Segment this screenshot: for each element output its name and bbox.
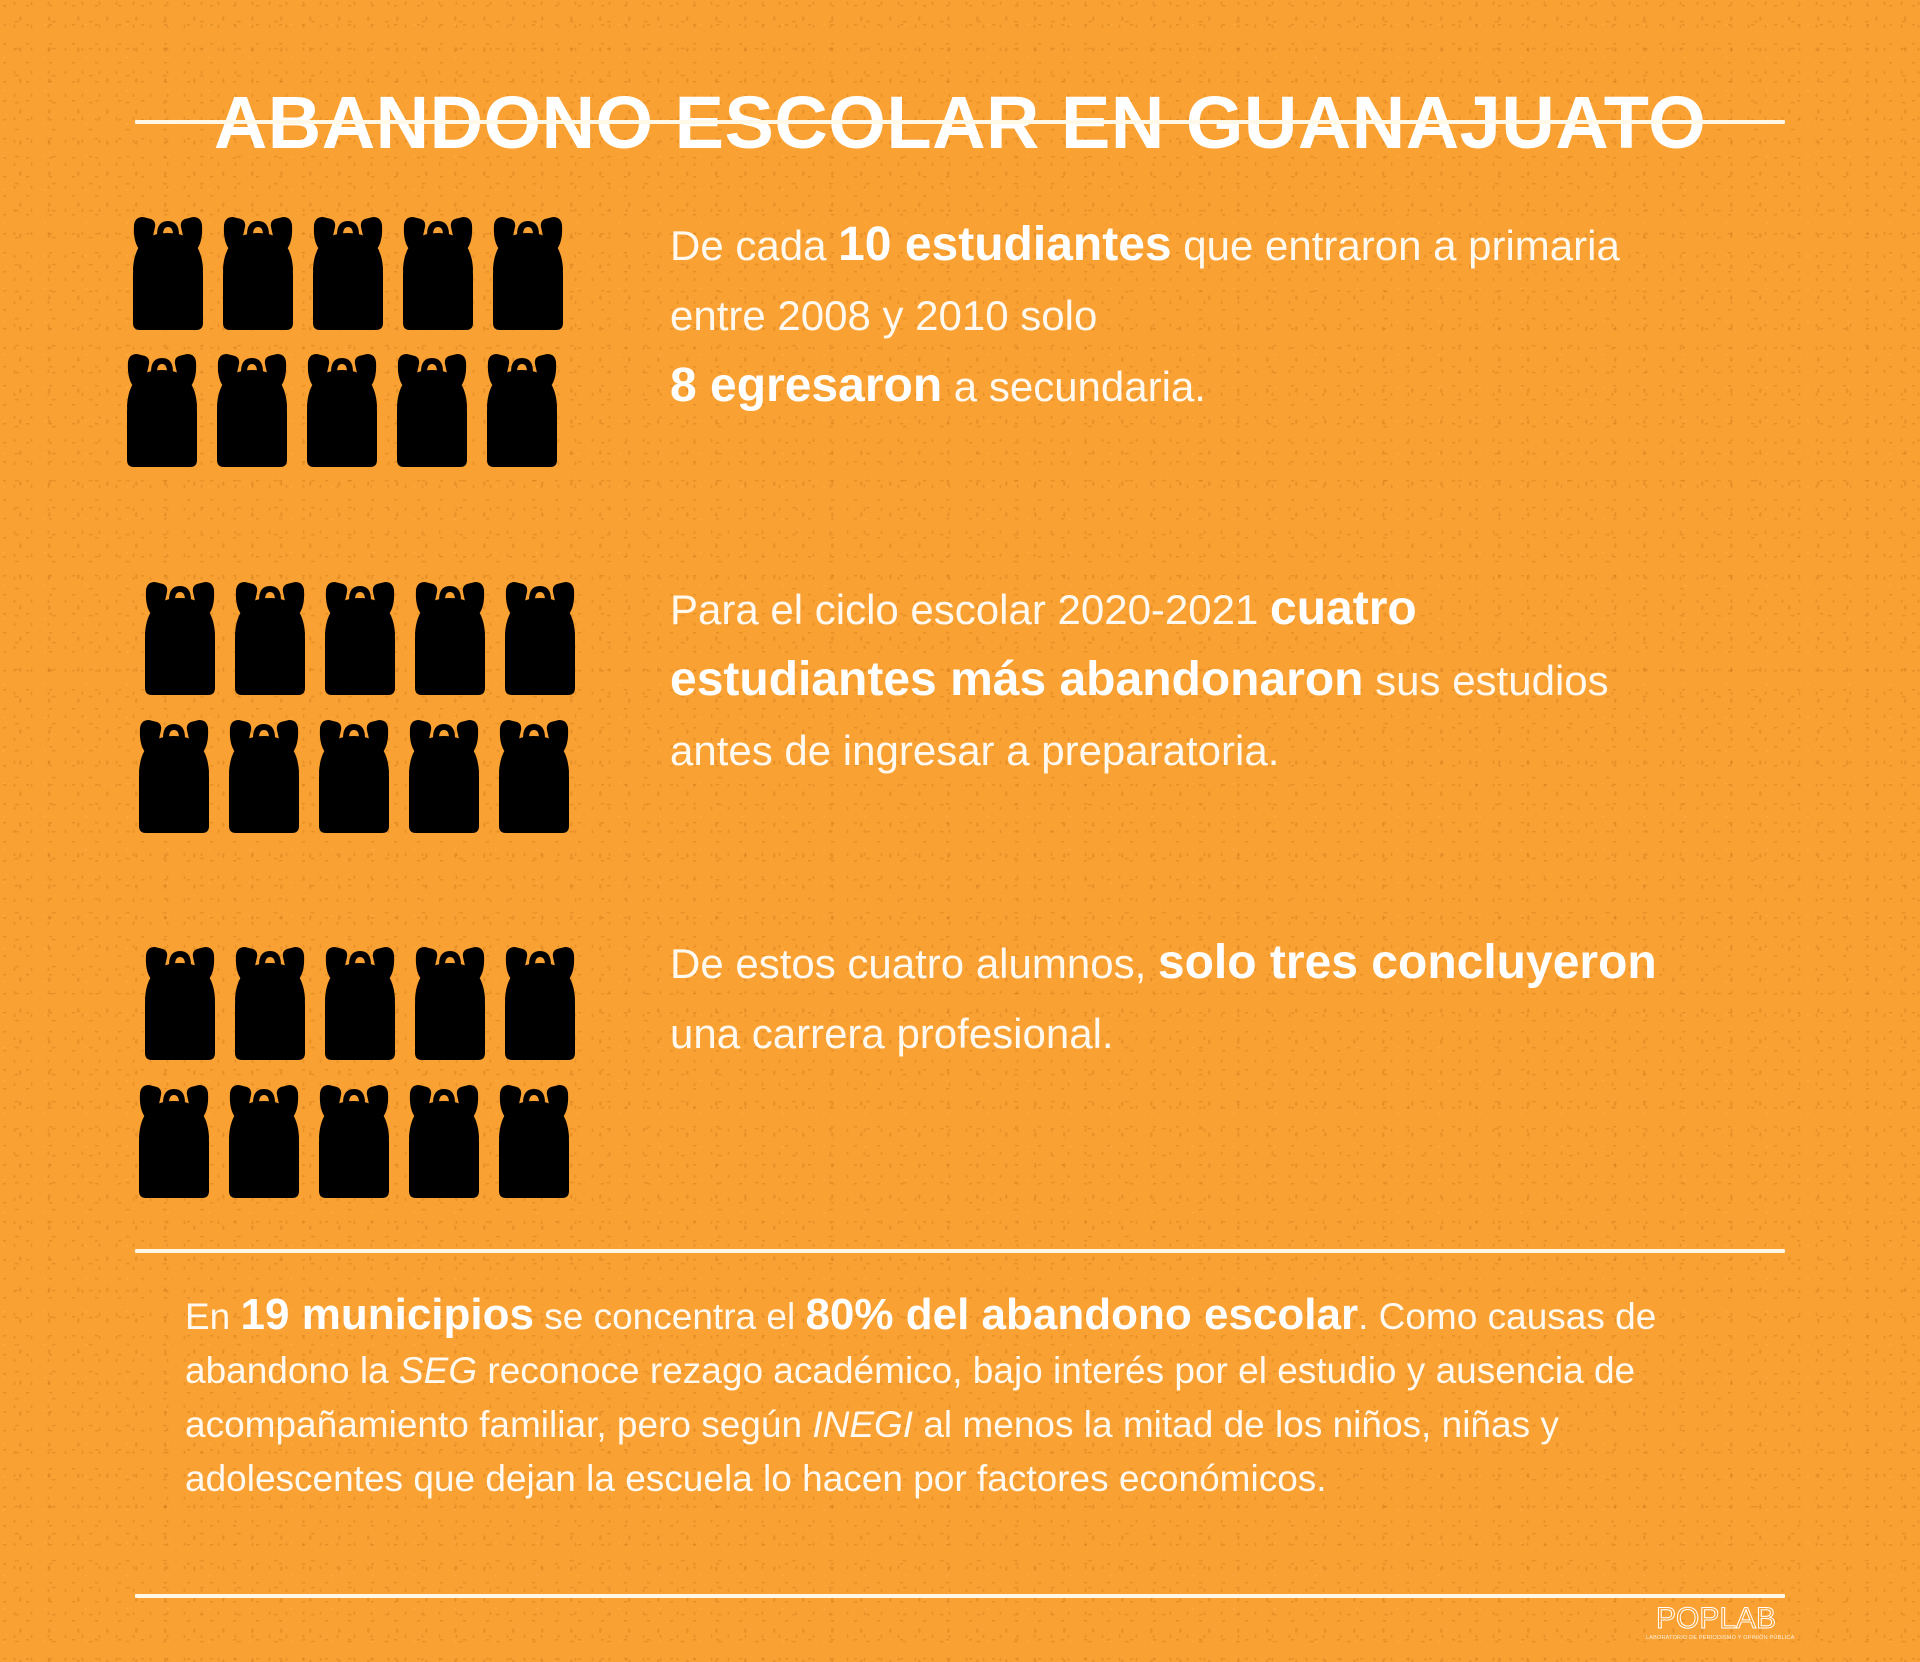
pictogram-row xyxy=(125,352,559,468)
backpack-icon-dropout xyxy=(137,718,211,834)
backpack-icon-dropout xyxy=(227,1083,301,1199)
backpack-icon xyxy=(221,215,295,331)
highlight-text: 80% del abandono escolar xyxy=(805,1290,1359,1339)
backpack-icon-dropout xyxy=(485,352,559,468)
backpack-icon-dropout xyxy=(413,945,487,1061)
source-name: INEGI xyxy=(812,1404,914,1445)
backpack-icon xyxy=(233,945,307,1061)
text-run: En xyxy=(185,1296,241,1337)
poplab-logo: POPLAB LABORATORIO DE PERIODISMO Y OPINI… xyxy=(1646,1602,1795,1644)
backpack-icon-dropout xyxy=(227,718,301,834)
backpack-icon xyxy=(413,580,487,696)
backpack-icon xyxy=(305,352,379,468)
text-run: se concentra el xyxy=(533,1296,806,1337)
text-run: . Como causas de abandono la xyxy=(185,1296,1657,1391)
highlight-number: 10 estudiantes xyxy=(838,218,1172,271)
backpack-icon xyxy=(491,215,565,331)
pictogram-row xyxy=(143,580,577,696)
backpack-icon-dropout xyxy=(407,1083,481,1199)
footer-divider xyxy=(135,1594,1785,1598)
highlight-number: 8 egresaron xyxy=(670,359,943,412)
text-run: De cada xyxy=(670,222,839,269)
logo-wordmark: POPLAB xyxy=(1655,1602,1777,1635)
backpack-icon xyxy=(131,215,205,331)
highlight-text: cuatro estudiantes más abandonaron xyxy=(670,582,1417,706)
text-run: Para el ciclo escolar 2020-2021 xyxy=(670,586,1271,633)
summary-paragraph: En 19 municipios se concentra el 80% del… xyxy=(185,1288,1745,1506)
backpack-icon-dropout xyxy=(497,1083,571,1199)
backpack-icon-dropout xyxy=(407,718,481,834)
backpack-icon xyxy=(215,352,289,468)
highlight-text: 19 municipios xyxy=(240,1290,534,1339)
backpack-icon-dropout xyxy=(395,352,469,468)
backpack-icon xyxy=(125,352,199,468)
pictogram-row xyxy=(131,215,565,331)
backpack-icon xyxy=(233,580,307,696)
backpack-icon-dropout xyxy=(503,580,577,696)
text-run: a secundaria. xyxy=(942,363,1206,410)
backpack-icon-dropout xyxy=(497,718,571,834)
stat-text: De cada 10 estudiantes que entraron a pr… xyxy=(670,210,1670,422)
pictogram-row xyxy=(137,718,571,834)
backpack-icon xyxy=(143,945,217,1061)
backpack-icon xyxy=(323,580,397,696)
pictogram-row xyxy=(137,1083,571,1199)
backpack-icon xyxy=(401,215,475,331)
text-run: sus estudios antes de ingresar a prepara… xyxy=(670,657,1609,774)
backpack-icon xyxy=(323,945,397,1061)
text-run: una carrera profesional. xyxy=(670,1010,1114,1057)
section-divider xyxy=(135,1249,1785,1253)
backpack-icon xyxy=(143,580,217,696)
backpack-icon-dropout xyxy=(503,945,577,1061)
highlight-text: solo tres concluyeron xyxy=(1157,936,1657,989)
backpack-icon xyxy=(311,215,385,331)
logo-tagline: LABORATORIO DE PERIODISMO Y OPINIÓN PÚBL… xyxy=(1646,1635,1795,1641)
backpack-icon-dropout xyxy=(317,1083,391,1199)
pictogram-row xyxy=(143,945,577,1061)
backpack-icon-dropout xyxy=(137,1083,211,1199)
text-run: al menos la mitad de los niños, niñas y … xyxy=(185,1404,1559,1499)
stat-text: De estos cuatro alumnos, solo tres concl… xyxy=(670,928,1670,1069)
backpack-icon-dropout xyxy=(317,718,391,834)
title-divider xyxy=(135,120,1785,124)
text-run: que entraron a primaria entre 2008 y 201… xyxy=(670,222,1620,339)
stat-text: Para el ciclo escolar 2020-2021 cuatro e… xyxy=(670,574,1670,786)
text-run: reconoce rezago académico, bajo interés … xyxy=(185,1350,1636,1445)
source-name: SEG xyxy=(398,1350,478,1391)
text-run: De estos cuatro alumnos, xyxy=(670,940,1158,987)
